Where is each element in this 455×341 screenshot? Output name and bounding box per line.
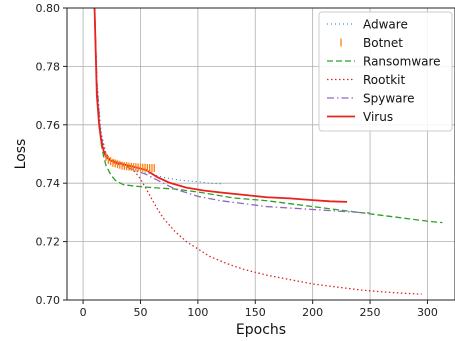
x-tick-label: 100 xyxy=(187,306,208,319)
x-tick-label: 200 xyxy=(302,306,323,319)
ransomware-line xyxy=(93,7,443,224)
plot-frame xyxy=(66,7,455,301)
axis-ticks: 0 50 100 150 200 250 300 0.70 0.72 0.74 0.76 0.78 0.… xyxy=(36,2,438,319)
rootkit-legend-label: Rootkit xyxy=(363,73,405,87)
y-tick-label: 0.80 xyxy=(36,2,61,15)
x-axis-label: Epochs xyxy=(236,322,286,338)
rootkit-line xyxy=(93,7,422,295)
y-tick-label: 0.76 xyxy=(36,119,61,132)
legend-box xyxy=(318,11,453,132)
spyware-legend-label: Spyware xyxy=(363,92,415,106)
virus-legend-label: Virus xyxy=(363,110,393,124)
legend: Adware Botnet Ransomware Rootkit Spyware Viru… xyxy=(318,11,453,132)
y-tick-label: 0.74 xyxy=(36,177,61,190)
adware-line xyxy=(94,7,221,185)
adware-legend-label: Adware xyxy=(363,18,408,32)
virus-line xyxy=(93,7,348,203)
y-tick-label: 0.70 xyxy=(36,294,61,307)
x-tick-label: 0 xyxy=(80,306,87,319)
y-tick-label: 0.78 xyxy=(36,60,61,73)
x-tick-label: 250 xyxy=(360,306,381,319)
botnet-legend-label: Botnet xyxy=(363,36,403,50)
x-tick-label: 150 xyxy=(245,306,266,319)
series-layer xyxy=(93,7,443,295)
botnet-series xyxy=(105,152,155,173)
y-axis-label: Loss xyxy=(13,139,29,170)
ransomware-legend-label: Ransomware xyxy=(363,55,441,69)
x-tick-label: 300 xyxy=(417,306,438,319)
x-tick-label: 50 xyxy=(133,306,147,319)
y-tick-label: 0.72 xyxy=(36,236,61,249)
